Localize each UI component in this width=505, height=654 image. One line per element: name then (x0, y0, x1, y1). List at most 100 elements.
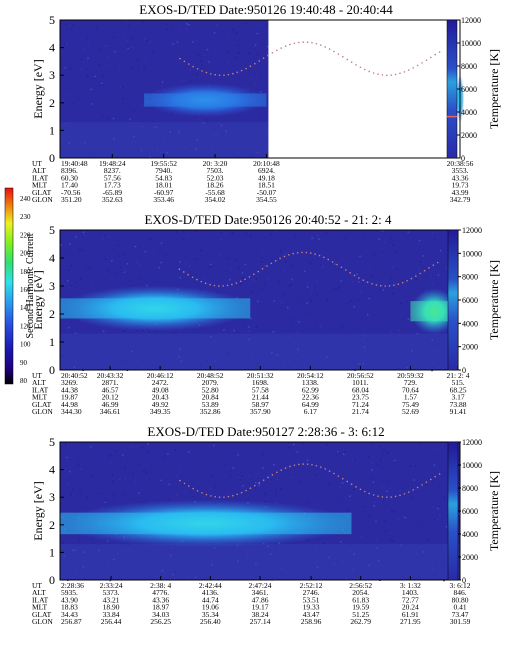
table-row-label: MLT (32, 393, 48, 402)
y2-tick-label: 10000 (461, 39, 481, 48)
noise-pixel (442, 544, 445, 547)
noise-pixel (168, 498, 171, 501)
y2-tick-label: 6000 (462, 296, 478, 305)
y2-tick-label: 8000 (462, 484, 478, 493)
temperature-point (218, 74, 221, 76)
temperature-point (298, 41, 300, 44)
noise-pixel (192, 41, 194, 43)
noise-pixel (114, 50, 116, 53)
noise-pixel (160, 242, 163, 244)
energy-band-core-1 (60, 298, 251, 319)
temperature-point (384, 285, 386, 287)
noise-pixel (288, 360, 290, 362)
table-cell: 20.84 (202, 393, 219, 402)
noise-pixel (383, 500, 385, 502)
temperature-point (333, 50, 335, 53)
table-cell: 1011. (352, 378, 369, 387)
noise-pixel (362, 236, 364, 238)
x-tick-label: 2:52:12 (300, 581, 323, 590)
noise-pixel (98, 329, 101, 332)
noise-pixel (433, 564, 436, 567)
noise-pixel (416, 333, 419, 335)
table-cell: 729. (404, 378, 417, 387)
noise-pixel (302, 442, 305, 444)
temperature-point (289, 43, 291, 46)
noise-pixel (126, 40, 129, 42)
y-tick-label: 1 (49, 123, 55, 137)
noise-pixel (366, 313, 369, 316)
table-cell: 43.36 (152, 595, 169, 604)
table-cell: 3461. (252, 588, 269, 597)
temperature-point (227, 495, 230, 498)
noise-pixel (386, 452, 389, 454)
noise-pixel (107, 44, 109, 47)
noise-pixel (220, 238, 222, 241)
noise-pixel (333, 563, 336, 565)
noise-pixel (273, 368, 275, 370)
table-cell: 354.55 (256, 195, 277, 204)
noise-pixel (80, 68, 82, 71)
noise-pixel (254, 44, 257, 46)
temperature-point (201, 492, 203, 494)
noise-pixel (356, 299, 359, 301)
noise-pixel (184, 491, 187, 494)
noise-pixel (202, 122, 205, 124)
noise-pixel (349, 550, 352, 552)
noise-pixel (111, 260, 113, 262)
temperature-point (408, 69, 410, 71)
temperature-point (280, 47, 283, 49)
noise-pixel (245, 232, 247, 235)
energy-band-core-2 (460, 87, 462, 110)
noise-pixel (328, 556, 330, 559)
noise-pixel (107, 553, 110, 556)
noise-pixel (353, 553, 356, 556)
temperature-point (430, 56, 432, 59)
x-tick-label: 2:33:24 (100, 581, 123, 590)
temperature-point (314, 253, 316, 255)
noise-pixel (340, 280, 343, 282)
noise-pixel (102, 330, 105, 332)
noise-pixel (91, 542, 94, 545)
y-axis-label: Energy [eV] (31, 59, 45, 118)
noise-pixel (188, 350, 190, 353)
noise-pixel (154, 126, 157, 129)
table-cell: 19.87 (61, 393, 78, 402)
noise-pixel (189, 80, 192, 82)
noise-pixel (443, 579, 445, 582)
table-cell: 17.73 (104, 181, 121, 190)
x-tick-label: 20:43:32 (97, 371, 124, 380)
noise-pixel (437, 264, 439, 267)
noise-pixel (382, 289, 384, 291)
noise-pixel (126, 263, 129, 265)
noise-pixel (199, 365, 201, 368)
noise-pixel (237, 560, 239, 563)
noise-pixel (104, 279, 107, 281)
temperature-point (421, 484, 423, 486)
table-cell: 58.97 (252, 400, 269, 409)
noise-pixel (223, 329, 225, 331)
noise-pixel (176, 475, 178, 477)
noise-pixel (101, 82, 103, 85)
noise-pixel (253, 279, 256, 282)
temperature-point (205, 71, 208, 74)
temperature-point (223, 496, 225, 498)
noise-pixel (60, 63, 63, 66)
noise-pixel (82, 565, 85, 568)
temperature-point (248, 276, 251, 278)
noise-pixel (280, 488, 282, 490)
noise-pixel (103, 45, 106, 47)
noise-pixel (237, 477, 240, 479)
noise-pixel (125, 20, 128, 22)
noise-pixel (119, 359, 121, 362)
noise-pixel (239, 283, 242, 285)
noise-pixel (179, 348, 181, 350)
table-cell: 18.90 (103, 603, 120, 612)
noise-pixel (226, 492, 228, 495)
noise-pixel (346, 302, 349, 304)
table-cell: 3.17 (451, 393, 464, 402)
noise-pixel (68, 94, 70, 96)
noise-pixel (394, 352, 397, 355)
noise-pixel (187, 577, 189, 579)
temperature-point (178, 268, 181, 271)
table-row-label: GLAT (32, 400, 52, 409)
